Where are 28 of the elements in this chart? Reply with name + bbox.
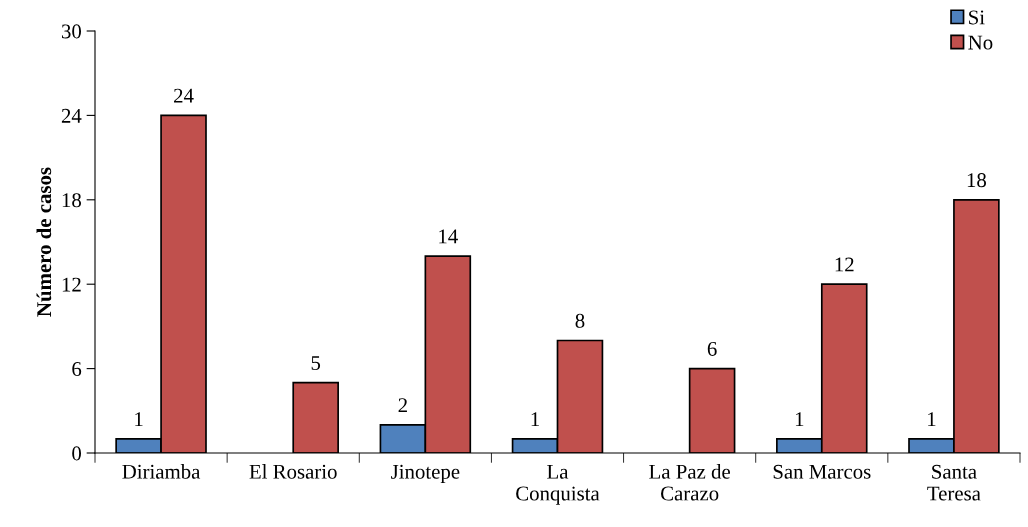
legend-label: Si (969, 10, 985, 25)
x-tick-label: Diriamba (122, 464, 201, 479)
data-label: 12 (835, 257, 854, 272)
data-label: 6 (707, 341, 717, 356)
x-tick-label: San Marcos (773, 464, 871, 479)
data-label: 1 (928, 412, 936, 427)
y-tick-label: 30 (61, 24, 82, 39)
y-tick-label: 12 (62, 277, 81, 292)
data-label: 1 (795, 412, 804, 427)
data-label: 14 (439, 229, 458, 244)
data-label: 18 (967, 173, 987, 188)
data-label: 5 (311, 356, 321, 370)
data-label: 2 (398, 398, 407, 412)
x-tick-label: Jinotepe (391, 464, 460, 483)
y-tick-label: 24 (61, 108, 82, 123)
y-tick-label: 0 (72, 446, 82, 461)
y-axis-title: Número de casos (36, 167, 52, 317)
y-tick-label: 6 (72, 362, 82, 377)
x-tick-label: La Conquista (516, 464, 600, 505)
data-label: 1 (135, 412, 143, 427)
data-label: 24 (174, 88, 194, 103)
x-tick-label: El Rosario (249, 464, 337, 479)
x-tick-label: La Paz de Carazo (649, 464, 730, 501)
data-label: 8 (575, 313, 585, 328)
x-tick-label: Santa Teresa (927, 464, 981, 501)
data-label: 1 (531, 412, 539, 427)
y-tick-label: 18 (62, 193, 82, 208)
legend-label: No (968, 35, 993, 50)
